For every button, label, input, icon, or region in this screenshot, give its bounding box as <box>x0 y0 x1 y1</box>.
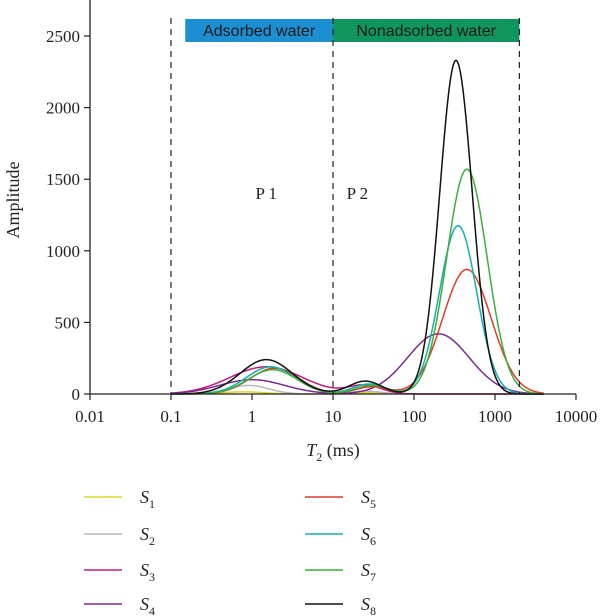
axes-group: 0 500 1000 1500 2000 2500 0.01 0.1 1 10 100 1000 100… <box>3 0 597 464</box>
x-tick-label-3: 10 <box>325 407 342 426</box>
x-tick-label-2: 1 <box>248 407 257 426</box>
x-tick-label-5: 1000 <box>478 407 512 426</box>
y-tick-label-4: 2000 <box>46 99 80 118</box>
legend-label-base: S <box>140 487 149 507</box>
x-tick-label-6: 10000 <box>555 407 598 426</box>
band-label-1: Nonadsorbed water <box>356 23 496 40</box>
x-tick-label-0: 0.01 <box>75 407 105 426</box>
x-axis-label-main: T <box>306 440 318 460</box>
legend-label-S8: S8 <box>361 594 376 616</box>
legend-label-sub: 6 <box>370 534 376 548</box>
legend-label-S4: S4 <box>140 594 155 616</box>
legend-label-S7: S7 <box>361 560 376 584</box>
legend-label-base: S <box>361 560 370 580</box>
annotation-0: P 1 <box>255 184 277 203</box>
legend-label-sub: 8 <box>370 604 376 616</box>
band-group: Adsorbed water Nonadsorbed water <box>185 19 520 42</box>
x-axis-label: T2 (ms) <box>306 440 360 464</box>
series-line-S5 <box>171 268 544 395</box>
annotation-1: P 2 <box>347 184 369 203</box>
y-axis-label: Amplitude <box>3 161 23 238</box>
series-line-S6 <box>171 224 544 395</box>
y-tick-label-1: 500 <box>55 313 81 332</box>
series-line-S4 <box>170 333 544 395</box>
legend-label-sub: 4 <box>149 604 155 616</box>
y-tick-label-5: 2500 <box>46 27 80 46</box>
boundary-group <box>170 18 520 394</box>
band-1 <box>333 19 520 42</box>
x-axis-label-sub: 2 <box>316 450 322 464</box>
series-line-S7 <box>171 168 544 395</box>
series-group <box>170 59 544 395</box>
legend-label-sub: 1 <box>149 497 155 511</box>
series-line-S8 <box>171 59 544 395</box>
legend-label-S3: S3 <box>140 560 155 584</box>
y-tick-label-2: 1000 <box>46 242 80 261</box>
legend-label-sub: 5 <box>370 497 376 511</box>
legend-label-base: S <box>140 594 149 614</box>
x-tick-label-1: 0.1 <box>160 407 181 426</box>
x-axis-label-unit: (ms) <box>322 440 360 461</box>
legend-label-base: S <box>361 487 370 507</box>
band-0 <box>185 19 333 42</box>
legend-label-S5: S5 <box>361 487 376 511</box>
legend-label-base: S <box>361 594 370 614</box>
legend-label-sub: 7 <box>370 570 376 584</box>
legend-label-base: S <box>361 524 370 544</box>
legend-label-S1: S1 <box>140 487 155 511</box>
legend-label-sub: 2 <box>149 534 155 548</box>
legend-label-base: S <box>140 560 149 580</box>
legend-label-sub: 3 <box>149 570 155 584</box>
x-tick-label-4: 100 <box>401 407 427 426</box>
legend-label-S6: S6 <box>361 524 376 548</box>
y-tick-label-0: 0 <box>72 385 81 404</box>
band-label-0: Adsorbed water <box>203 23 316 40</box>
annotation-group: P 1 P 2 <box>255 184 368 203</box>
legend-label-base: S <box>140 524 149 544</box>
y-tick-label-3: 1500 <box>46 170 80 189</box>
legend-label-S2: S2 <box>140 524 155 548</box>
